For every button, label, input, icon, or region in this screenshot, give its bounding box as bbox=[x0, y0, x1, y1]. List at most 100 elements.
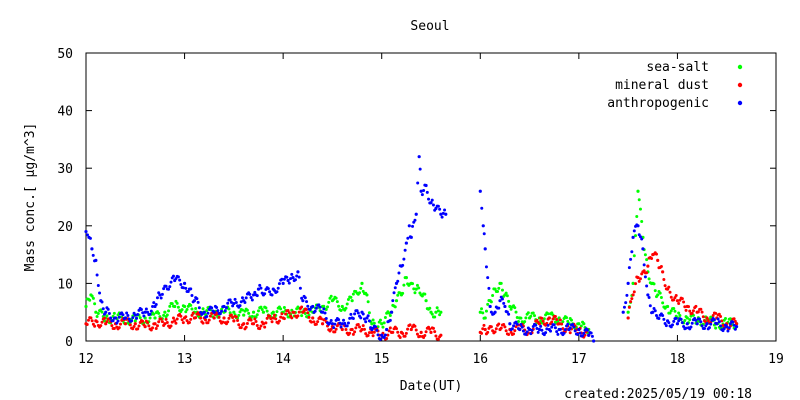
data-point bbox=[179, 314, 183, 318]
data-point bbox=[131, 316, 135, 320]
data-point bbox=[418, 334, 422, 338]
data-point bbox=[499, 326, 503, 330]
chart-title: Seoul bbox=[410, 19, 449, 34]
data-point bbox=[507, 333, 511, 337]
data-point bbox=[133, 313, 137, 317]
data-point bbox=[489, 300, 493, 304]
data-point bbox=[677, 302, 681, 306]
data-point bbox=[659, 295, 663, 299]
data-point bbox=[286, 308, 290, 312]
data-point bbox=[240, 308, 244, 312]
data-point bbox=[404, 241, 408, 245]
data-point bbox=[546, 323, 550, 327]
data-point bbox=[481, 311, 485, 315]
data-point bbox=[340, 304, 344, 309]
data-point bbox=[234, 301, 238, 305]
data-point bbox=[429, 330, 433, 334]
data-point bbox=[434, 206, 438, 211]
data-point bbox=[519, 316, 523, 320]
data-point bbox=[502, 322, 506, 326]
data-point bbox=[135, 316, 139, 320]
data-point bbox=[248, 292, 252, 296]
data-point bbox=[691, 309, 695, 313]
legend-label: sea-salt bbox=[646, 60, 709, 75]
data-point bbox=[632, 254, 636, 258]
data-point bbox=[96, 312, 100, 316]
data-point bbox=[340, 322, 344, 326]
data-point bbox=[401, 332, 405, 336]
data-point bbox=[555, 330, 559, 334]
data-point bbox=[498, 299, 502, 303]
data-point bbox=[391, 299, 395, 303]
data-point bbox=[508, 322, 512, 326]
data-point bbox=[534, 323, 538, 327]
data-point bbox=[314, 306, 318, 310]
data-point bbox=[505, 310, 509, 314]
data-point bbox=[396, 279, 400, 283]
data-point bbox=[393, 286, 397, 290]
data-point bbox=[162, 287, 166, 291]
data-point bbox=[427, 197, 431, 201]
data-point bbox=[101, 307, 105, 311]
data-point bbox=[622, 305, 626, 309]
data-point bbox=[653, 309, 657, 313]
data-point bbox=[243, 301, 247, 305]
data-point bbox=[709, 322, 713, 326]
data-point bbox=[434, 310, 438, 314]
data-point bbox=[218, 312, 222, 316]
data-point bbox=[353, 330, 357, 334]
data-point bbox=[154, 327, 158, 331]
data-point bbox=[237, 313, 241, 317]
data-point bbox=[208, 314, 212, 318]
data-point bbox=[672, 319, 676, 323]
data-point bbox=[297, 310, 301, 314]
data-point bbox=[537, 327, 542, 332]
data-point bbox=[722, 327, 726, 331]
data-point bbox=[306, 304, 310, 308]
data-point bbox=[637, 279, 641, 283]
data-point bbox=[286, 278, 290, 283]
data-point bbox=[658, 291, 662, 295]
data-point bbox=[481, 224, 485, 228]
data-point bbox=[679, 317, 683, 321]
data-point bbox=[291, 276, 295, 280]
series-anthropogenic bbox=[84, 155, 739, 343]
data-point bbox=[164, 317, 168, 321]
data-point bbox=[222, 316, 226, 320]
data-point bbox=[725, 325, 729, 329]
data-point bbox=[552, 323, 556, 327]
data-point bbox=[171, 274, 175, 278]
data-point bbox=[419, 189, 423, 193]
data-point bbox=[281, 281, 285, 285]
data-point bbox=[680, 321, 684, 325]
data-point bbox=[480, 331, 484, 335]
data-point bbox=[626, 310, 630, 314]
data-point bbox=[231, 316, 235, 320]
data-point bbox=[642, 263, 646, 267]
data-point bbox=[228, 311, 232, 315]
data-point bbox=[171, 316, 175, 320]
data-point bbox=[372, 330, 376, 334]
data-point bbox=[537, 322, 542, 326]
data-point bbox=[514, 310, 518, 314]
data-point bbox=[276, 286, 280, 290]
data-point bbox=[181, 321, 185, 325]
data-point bbox=[107, 311, 111, 315]
data-point bbox=[194, 316, 198, 320]
data-point bbox=[525, 330, 529, 334]
data-point bbox=[423, 334, 427, 338]
data-point bbox=[261, 322, 266, 326]
data-point bbox=[634, 282, 638, 286]
x-axis-label: Date(UT) bbox=[400, 379, 463, 394]
data-point bbox=[273, 313, 277, 317]
data-point bbox=[701, 315, 705, 319]
data-point bbox=[201, 307, 205, 311]
data-point bbox=[650, 257, 654, 261]
data-point bbox=[481, 327, 485, 331]
data-point bbox=[158, 315, 162, 319]
data-point bbox=[646, 264, 650, 268]
data-point bbox=[699, 320, 703, 324]
data-point bbox=[296, 270, 300, 274]
data-point bbox=[153, 322, 157, 326]
data-point bbox=[443, 208, 447, 212]
